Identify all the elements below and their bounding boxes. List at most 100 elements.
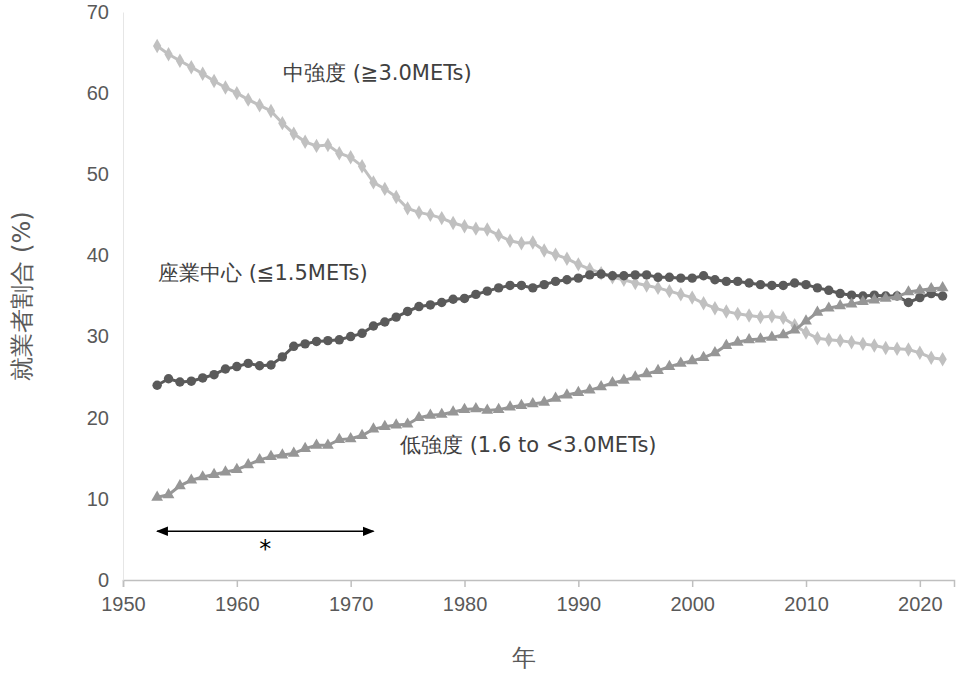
marker [722,304,730,318]
marker [801,280,810,289]
marker [563,251,571,265]
marker [789,323,801,333]
marker [834,299,846,309]
marker [756,310,764,324]
marker [744,278,753,287]
series-label: 低強度 (1.6 to <3.0METs) [400,433,657,457]
marker [347,150,355,164]
marker [711,301,719,315]
x-tick: 2020 [898,580,943,615]
marker [312,139,320,153]
marker [244,92,252,106]
x-tick: 2000 [670,580,715,615]
marker [562,275,571,284]
marker [289,342,298,351]
x-tick: 1960 [215,580,260,615]
marker [175,377,184,386]
marker [676,273,685,282]
marker [381,182,389,196]
y-tick: 40 [87,244,123,266]
marker [187,376,196,385]
marker [882,341,890,355]
marker [709,346,721,356]
series-markers [151,281,948,501]
marker [356,429,368,439]
marker [790,278,799,287]
marker [494,228,502,242]
y-tick: 60 [87,82,123,104]
marker [220,465,232,475]
marker [436,408,448,418]
marker [868,293,880,303]
y-axis-title: 就業者割合 (%) [8,211,36,380]
marker [870,338,878,352]
marker [471,290,480,299]
marker [916,346,924,360]
marker [825,333,833,347]
marker [688,290,696,304]
marker [629,370,641,380]
marker [255,98,263,112]
x-tick: 2010 [784,580,829,615]
marker [618,374,630,384]
marker [221,80,229,94]
marker [460,219,468,233]
marker [584,383,596,393]
marker [402,417,414,427]
x-tick-mark [806,580,808,587]
marker [185,473,197,483]
marker [403,307,412,316]
marker [642,278,650,292]
marker [176,53,184,67]
series-label: 中強度 (≧3.0METs) [283,61,472,85]
marker [494,283,503,292]
marker [151,490,163,500]
marker [233,86,241,100]
x-tick-mark [237,580,239,587]
marker [493,403,505,413]
series-label: 座業中心 (≦1.5METs) [158,261,368,285]
marker [915,293,924,302]
marker [813,283,822,292]
y-tick: 20 [87,407,123,429]
marker [574,273,583,282]
marker [654,281,662,295]
marker [481,404,493,414]
marker [743,333,755,343]
marker [312,337,321,346]
marker [231,463,243,473]
series-markers [152,269,947,390]
marker [379,420,391,430]
marker [483,286,492,295]
x-tick-mark [464,580,466,587]
marker [369,321,378,330]
y-tick: 70 [87,1,123,23]
marker [345,432,357,442]
marker [414,302,423,311]
marker [333,433,345,443]
x-tick: 1990 [557,580,602,615]
x-tick: 1970 [329,580,374,615]
marker [710,275,719,284]
marker [904,298,913,307]
marker [687,273,696,282]
marker [483,222,491,236]
marker [426,208,434,222]
y-tick-label: 40 [87,244,109,266]
marker [437,298,446,307]
marker [449,216,457,230]
marker [812,305,824,315]
marker [323,336,332,345]
marker [619,271,628,280]
plot-area [151,39,948,501]
marker [208,468,220,478]
series-line [157,274,942,385]
marker [460,294,469,303]
marker [698,351,710,361]
marker [335,335,344,344]
marker [732,335,744,345]
marker [390,418,402,428]
marker [699,296,707,310]
annotation-arrow [157,531,373,533]
marker [836,333,844,347]
